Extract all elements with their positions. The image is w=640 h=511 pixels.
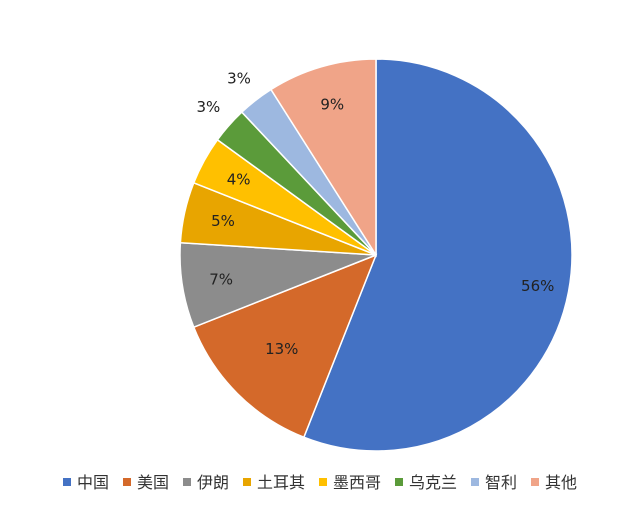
legend-swatch-7 [531, 478, 539, 486]
slice-label-4: 4% [227, 170, 251, 188]
legend-label-4: 墨西哥 [333, 473, 381, 492]
pie-slices [179, 58, 573, 452]
slice-label-5: 3% [196, 98, 220, 116]
legend-label-3: 土耳其 [257, 473, 305, 492]
pie-slice-7 [269, 58, 377, 258]
slice-label-0: 56% [521, 277, 554, 295]
legend: 中国 美国 伊朗 土耳其 墨西哥 乌克兰 智利 其他 [63, 473, 577, 492]
legend-swatch-6 [471, 478, 479, 486]
legend-swatch-3 [243, 478, 251, 486]
slice-label-1: 13% [265, 340, 298, 358]
legend-label-0: 中国 [77, 473, 109, 492]
pie-slice-1 [192, 253, 378, 439]
legend-label-2: 伊朗 [197, 473, 229, 492]
legend-label-5: 乌克兰 [409, 473, 457, 492]
legend-swatch-4 [319, 478, 327, 486]
slice-labels: 56% 13% 7% 5% 4% 3% 3% 9% [196, 69, 554, 358]
legend-swatch-5 [395, 478, 403, 486]
slice-label-6: 3% [227, 69, 251, 87]
legend-swatch-0 [63, 478, 71, 486]
legend-swatch-1 [123, 478, 131, 486]
pie-slice-0 [302, 58, 573, 452]
slice-label-3: 5% [211, 212, 235, 230]
legend-swatch-2 [183, 478, 191, 486]
legend-label-7: 其他 [545, 473, 577, 492]
slice-label-2: 7% [209, 271, 233, 289]
slice-label-7: 9% [320, 95, 344, 113]
legend-label-1: 美国 [137, 473, 169, 492]
legend-label-6: 智利 [485, 473, 517, 492]
